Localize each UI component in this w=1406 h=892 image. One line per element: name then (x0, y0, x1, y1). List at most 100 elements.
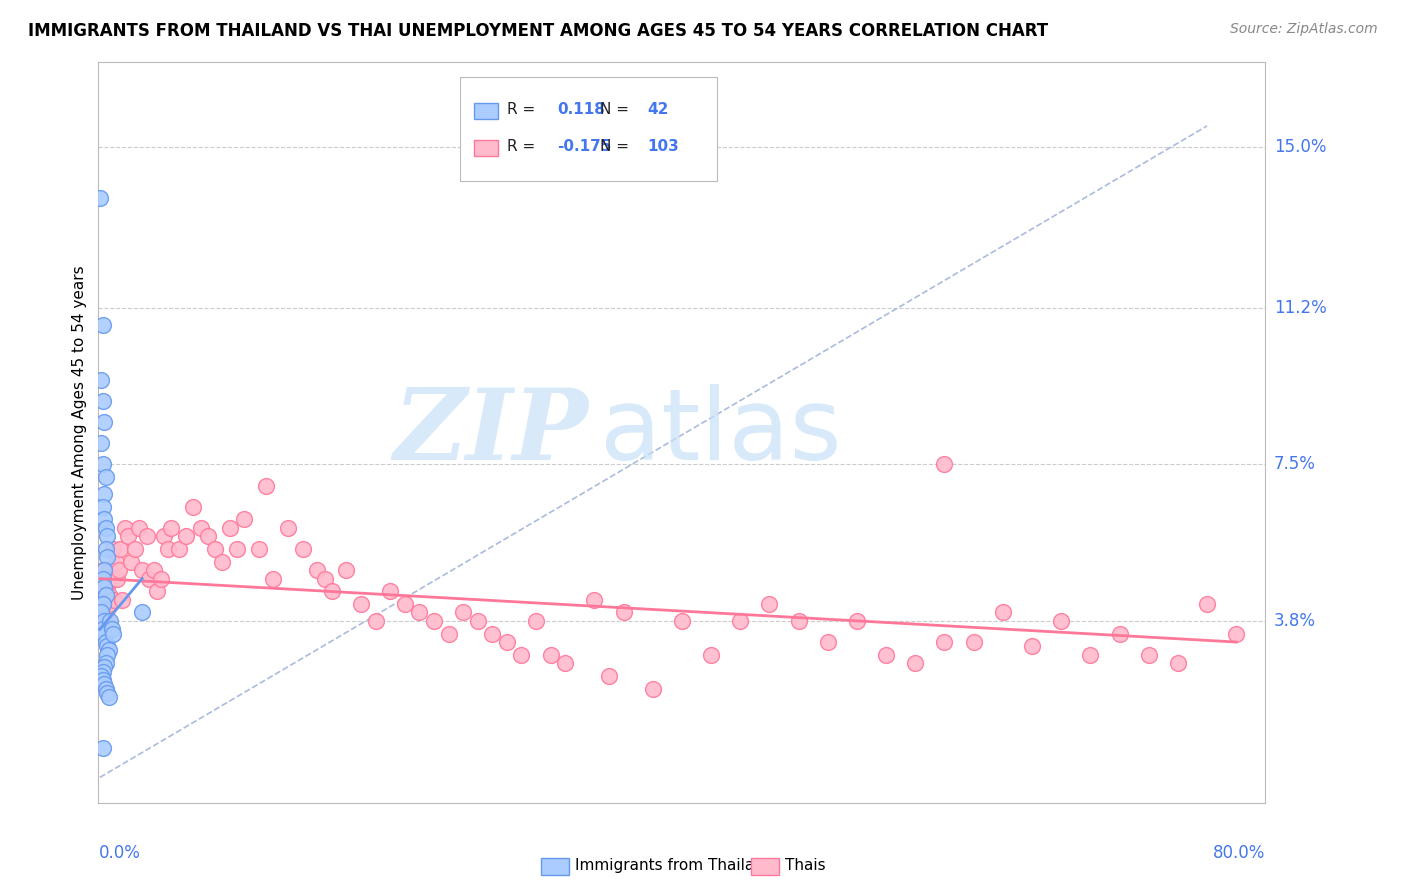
Point (150, 572, 173, 586)
Point (96, 550, 118, 565)
Point (94, 470, 117, 484)
Point (197, 529, 219, 543)
Point (160, 521, 183, 535)
Point (96, 686, 118, 700)
Point (181, 500, 204, 514)
Text: R =: R = (508, 102, 540, 117)
Point (218, 521, 240, 535)
Point (1021, 640, 1043, 654)
Point (100, 572, 122, 586)
Point (105, 572, 128, 586)
Point (98, 614, 121, 628)
Point (204, 541, 226, 556)
Point (93, 487, 115, 501)
Point (90, 669, 112, 683)
Point (96, 529, 118, 543)
Point (94, 635, 117, 649)
Text: 0.0%: 0.0% (98, 844, 141, 862)
Point (1108, 626, 1130, 640)
Point (496, 635, 519, 649)
Point (510, 648, 533, 662)
Point (108, 563, 131, 577)
Point (90, 373, 112, 387)
FancyBboxPatch shape (751, 857, 779, 875)
Point (146, 584, 169, 599)
Point (94, 606, 117, 620)
Point (1225, 626, 1247, 640)
Point (700, 648, 723, 662)
Point (142, 563, 165, 577)
FancyBboxPatch shape (541, 857, 568, 875)
Point (350, 597, 373, 611)
Point (135, 529, 157, 543)
Point (1167, 656, 1189, 670)
Point (97, 643, 120, 657)
Text: R =: R = (508, 138, 540, 153)
Point (93, 626, 115, 640)
Point (962, 635, 984, 649)
Point (103, 592, 125, 607)
FancyBboxPatch shape (460, 78, 717, 181)
Point (91, 500, 114, 514)
Point (335, 563, 357, 577)
Text: 3.8%: 3.8% (1274, 612, 1316, 630)
Point (131, 606, 153, 620)
Point (91, 458, 114, 472)
Text: 0.118: 0.118 (557, 102, 605, 117)
Point (423, 614, 446, 628)
Point (262, 572, 284, 586)
Point (904, 656, 927, 670)
Y-axis label: Unemployment Among Ages 45 to 54 years: Unemployment Among Ages 45 to 54 years (72, 265, 87, 600)
Point (91, 673, 114, 687)
Point (93, 592, 115, 607)
Point (91, 393, 114, 408)
Point (451, 606, 474, 620)
Point (307, 563, 329, 577)
Point (641, 681, 664, 696)
Point (97, 690, 120, 704)
Point (167, 541, 190, 556)
Point (101, 541, 124, 556)
Point (91, 597, 114, 611)
Point (671, 614, 693, 628)
Point (437, 626, 460, 640)
Text: 80.0%: 80.0% (1213, 844, 1265, 862)
Point (94, 521, 117, 535)
Text: atlas: atlas (600, 384, 842, 481)
Point (314, 572, 336, 586)
Point (94, 541, 117, 556)
Point (934, 635, 956, 649)
Point (540, 648, 562, 662)
Point (1050, 614, 1073, 628)
Point (554, 656, 576, 670)
Point (110, 541, 132, 556)
Point (758, 597, 780, 611)
Point (612, 606, 634, 620)
Point (124, 541, 146, 556)
Point (97, 597, 120, 611)
Point (89, 597, 111, 611)
Text: Source: ZipAtlas.com: Source: ZipAtlas.com (1230, 22, 1378, 37)
Text: N =: N = (600, 138, 634, 153)
Point (157, 541, 180, 556)
Point (104, 555, 127, 569)
Point (93, 660, 115, 674)
Point (190, 521, 212, 535)
Point (394, 597, 416, 611)
Point (91, 572, 114, 586)
Point (131, 563, 153, 577)
Point (583, 592, 606, 607)
Point (91, 665, 114, 679)
Text: 7.5%: 7.5% (1274, 455, 1316, 474)
Point (481, 626, 503, 640)
Point (111, 592, 134, 607)
Point (114, 521, 136, 535)
Point (93, 580, 115, 594)
Point (174, 529, 197, 543)
Point (291, 541, 314, 556)
Text: 15.0%: 15.0% (1274, 138, 1326, 156)
Point (96, 580, 118, 594)
Text: ZIP: ZIP (394, 384, 589, 481)
Point (93, 614, 115, 628)
Point (226, 541, 249, 556)
